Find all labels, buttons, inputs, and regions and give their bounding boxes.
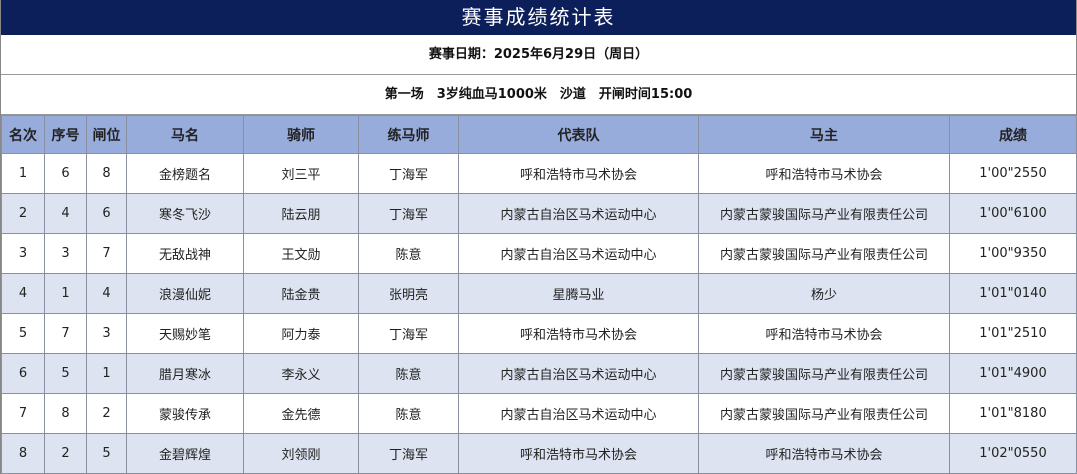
- table-cell: 8: [1, 433, 45, 474]
- table-row: 7 8 2 蒙骏传承 金先德 陈意 内蒙古自治区马术运动中心 内蒙古蒙骏国际马产业有限责任公司…: [1, 393, 1077, 434]
- table-cell: 呼和浩特市马术协会: [698, 153, 950, 194]
- page-title: 赛事成绩统计表: [1, 0, 1076, 35]
- table-cell: 8: [86, 153, 127, 194]
- table-cell: 1'01"4900: [949, 353, 1077, 394]
- table-cell: 星腾马业: [458, 273, 699, 314]
- table-cell: 呼和浩特市马术协会: [458, 313, 699, 354]
- table-cell: 6: [1, 353, 45, 394]
- table-cell: 7: [1, 393, 45, 434]
- table-row: 5 7 3 天赐妙笔 阿力泰 丁海军 呼和浩特市马术协会 呼和浩特市马术协会 1'01"2510: [1, 313, 1077, 354]
- table-cell: 陈意: [358, 353, 459, 394]
- table-cell: 2: [44, 433, 87, 474]
- table-cell: 无敌战神: [126, 233, 244, 274]
- table-cell: 4: [86, 273, 127, 314]
- table-cell: 陈意: [358, 233, 459, 274]
- table-cell: 内蒙古蒙骏国际马产业有限责任公司: [698, 193, 950, 234]
- column-header: 代表队: [458, 115, 699, 154]
- column-header: 成绩: [949, 115, 1077, 154]
- table-cell: 8: [44, 393, 87, 434]
- column-header: 马主: [698, 115, 950, 154]
- table-cell: 金榜题名: [126, 153, 244, 194]
- table-cell: 2: [86, 393, 127, 434]
- table-cell: 李永义: [243, 353, 359, 394]
- table-cell: 3: [44, 233, 87, 274]
- table-cell: 1: [44, 273, 87, 314]
- table-cell: 内蒙古自治区马术运动中心: [458, 193, 699, 234]
- table-cell: 1: [1, 153, 45, 194]
- table-row: 6 5 1 腊月寒冰 李永义 陈意 内蒙古自治区马术运动中心 内蒙古蒙骏国际马产业有限责任公司…: [1, 353, 1077, 394]
- table-cell: 呼和浩特市马术协会: [458, 433, 699, 474]
- table-cell: 杨少: [698, 273, 950, 314]
- table-row: 8 2 5 金碧辉煌 刘领刚 丁海军 呼和浩特市马术协会 呼和浩特市马术协会 1'02"0550: [1, 433, 1077, 474]
- table-cell: 内蒙古蒙骏国际马产业有限责任公司: [698, 393, 950, 434]
- table-cell: 内蒙古蒙骏国际马产业有限责任公司: [698, 353, 950, 394]
- table-cell: 刘三平: [243, 153, 359, 194]
- table-cell: 2: [1, 193, 45, 234]
- table-row: 3 3 7 无敌战神 王文勋 陈意 内蒙古自治区马术运动中心 内蒙古蒙骏国际马产业有限责任公司…: [1, 233, 1077, 274]
- column-header: 马名: [126, 115, 244, 154]
- table-cell: 1: [86, 353, 127, 394]
- table-cell: 腊月寒冰: [126, 353, 244, 394]
- race-date: 赛事日期：2025年6月29日（周日）: [1, 35, 1076, 75]
- table-cell: 内蒙古自治区马术运动中心: [458, 233, 699, 274]
- results-table: 名次 序号 闸位 马名 骑师 练马师 代表队 马主 成绩 1 6 8 金榜题名 刘三平 丁海军 呼和浩特市马…: [1, 115, 1077, 474]
- table-cell: 刘领刚: [243, 433, 359, 474]
- table-cell: 丁海军: [358, 313, 459, 354]
- table-row: 4 1 4 浪漫仙妮 陆金贵 张明亮 星腾马业 杨少 1'01"0140: [1, 273, 1077, 314]
- race-info: 第一场 3岁纯血马1000米 沙道 开闸时间15:00: [1, 75, 1076, 115]
- table-cell: 4: [44, 193, 87, 234]
- table-cell: 丁海军: [358, 153, 459, 194]
- table-cell: 内蒙古自治区马术运动中心: [458, 393, 699, 434]
- table-cell: 张明亮: [358, 273, 459, 314]
- table-cell: 丁海军: [358, 433, 459, 474]
- column-header: 序号: [44, 115, 87, 154]
- table-cell: 1'00"6100: [949, 193, 1077, 234]
- table-cell: 5: [1, 313, 45, 354]
- table-cell: 1'01"2510: [949, 313, 1077, 354]
- table-cell: 陈意: [358, 393, 459, 434]
- table-cell: 内蒙古自治区马术运动中心: [458, 353, 699, 394]
- table-cell: 金先德: [243, 393, 359, 434]
- column-header: 练马师: [358, 115, 459, 154]
- table-cell: 7: [86, 233, 127, 274]
- table-cell: 天赐妙笔: [126, 313, 244, 354]
- table-cell: 5: [44, 353, 87, 394]
- table-cell: 丁海军: [358, 193, 459, 234]
- column-header: 闸位: [86, 115, 127, 154]
- table-cell: 金碧辉煌: [126, 433, 244, 474]
- table-cell: 6: [86, 193, 127, 234]
- table-cell: 呼和浩特市马术协会: [698, 433, 950, 474]
- column-header: 骑师: [243, 115, 359, 154]
- table-cell: 1'01"8180: [949, 393, 1077, 434]
- table-row: 2 4 6 寒冬飞沙 陆云朋 丁海军 内蒙古自治区马术运动中心 内蒙古蒙骏国际马产业有限责任公…: [1, 193, 1077, 234]
- table-cell: 陆云朋: [243, 193, 359, 234]
- table-cell: 内蒙古蒙骏国际马产业有限责任公司: [698, 233, 950, 274]
- table-cell: 1'00"9350: [949, 233, 1077, 274]
- table-cell: 呼和浩特市马术协会: [698, 313, 950, 354]
- table-cell: 4: [1, 273, 45, 314]
- table-row: 1 6 8 金榜题名 刘三平 丁海军 呼和浩特市马术协会 呼和浩特市马术协会 1'00"2550: [1, 153, 1077, 194]
- table-cell: 呼和浩特市马术协会: [458, 153, 699, 194]
- table-cell: 3: [86, 313, 127, 354]
- column-header: 名次: [1, 115, 45, 154]
- table-cell: 寒冬飞沙: [126, 193, 244, 234]
- table-cell: 王文勋: [243, 233, 359, 274]
- table-cell: 1'01"0140: [949, 273, 1077, 314]
- table-cell: 陆金贵: [243, 273, 359, 314]
- table-cell: 1'00"2550: [949, 153, 1077, 194]
- table-cell: 5: [86, 433, 127, 474]
- table-cell: 1'02"0550: [949, 433, 1077, 474]
- table-cell: 蒙骏传承: [126, 393, 244, 434]
- table-cell: 3: [1, 233, 45, 274]
- table-cell: 浪漫仙妮: [126, 273, 244, 314]
- table-cell: 6: [44, 153, 87, 194]
- table-cell: 7: [44, 313, 87, 354]
- table-cell: 阿力泰: [243, 313, 359, 354]
